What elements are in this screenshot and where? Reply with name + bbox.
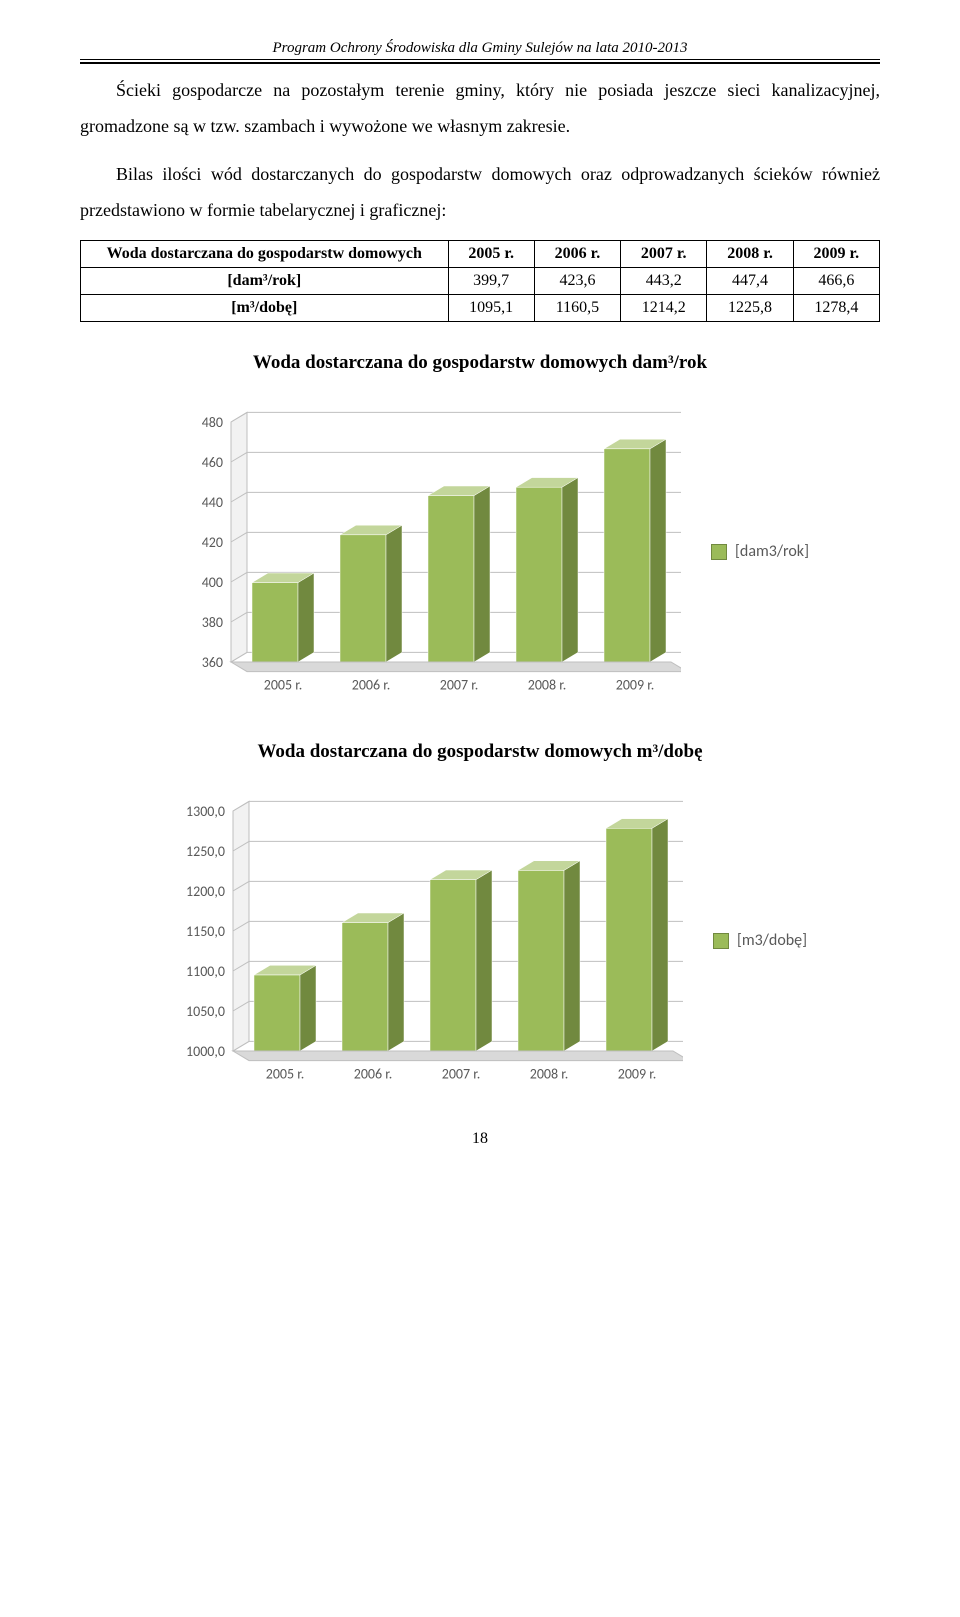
- svg-text:420: 420: [202, 534, 223, 551]
- data-table: Woda dostarczana do gospodarstw domowych…: [80, 240, 880, 322]
- col-header: Woda dostarczana do gospodarstw domowych: [81, 241, 449, 268]
- page-header: Program Ochrony Środowiska dla Gminy Sul…: [80, 40, 880, 57]
- svg-text:2006 r.: 2006 r.: [354, 1066, 393, 1083]
- svg-text:1200,0: 1200,0: [186, 883, 225, 900]
- table-cell: 447,4: [707, 268, 793, 295]
- svg-text:1000,0: 1000,0: [186, 1043, 225, 1060]
- col-header: 2005 r.: [448, 241, 534, 268]
- col-header: 2009 r.: [793, 241, 879, 268]
- table-header-row: Woda dostarczana do gospodarstw domowych…: [81, 241, 880, 268]
- col-header: 2006 r.: [534, 241, 620, 268]
- chart2: 1000,0 1050,0 1100,0 1150,0 1200,0 1250,0 1300…: [153, 781, 693, 1100]
- table-cell: 1214,2: [621, 295, 707, 322]
- table-cell: 1095,1: [448, 295, 534, 322]
- col-header: 2007 r.: [621, 241, 707, 268]
- chart1: 360 380 400 420 440 460 480 2005 r. 2006 r. 2007 …: [151, 392, 691, 711]
- chart1-legend: [dam3/rok]: [711, 542, 809, 561]
- row-label: [dam³/rok]: [81, 268, 449, 295]
- svg-text:2008 r.: 2008 r.: [528, 677, 567, 694]
- svg-text:1300,0: 1300,0: [186, 803, 225, 820]
- chart2-legend: [m3/dobę]: [713, 931, 807, 950]
- page-number: 18: [80, 1130, 880, 1148]
- table-row: [m³/dobę] 1095,1 1160,5 1214,2 1225,8 12…: [81, 295, 880, 322]
- row-label: [m³/dobę]: [81, 295, 449, 322]
- svg-text:400: 400: [202, 574, 223, 591]
- svg-text:2008 r.: 2008 r.: [530, 1066, 569, 1083]
- chart2-title: Woda dostarczana do gospodarstw domowych…: [80, 741, 880, 763]
- legend-swatch-icon: [713, 933, 729, 949]
- table-cell: 399,7: [448, 268, 534, 295]
- paragraph-2: Bilas ilości wód dostarczanych do gospod…: [80, 156, 880, 228]
- svg-text:2009 r.: 2009 r.: [618, 1066, 657, 1083]
- legend-swatch-icon: [711, 544, 727, 560]
- svg-text:380: 380: [202, 614, 223, 631]
- svg-text:2005 r.: 2005 r.: [266, 1066, 305, 1083]
- legend-label: [dam3/rok]: [735, 542, 809, 561]
- table-cell: 466,6: [793, 268, 879, 295]
- svg-text:2009 r.: 2009 r.: [616, 677, 655, 694]
- table-row: [dam³/rok] 399,7 423,6 443,2 447,4 466,6: [81, 268, 880, 295]
- svg-text:460: 460: [202, 454, 223, 471]
- table-cell: 1278,4: [793, 295, 879, 322]
- svg-text:1250,0: 1250,0: [186, 843, 225, 860]
- col-header: 2008 r.: [707, 241, 793, 268]
- svg-text:480: 480: [202, 414, 223, 431]
- legend-label: [m3/dobę]: [737, 931, 807, 950]
- chart1-title: Woda dostarczana do gospodarstw domowych…: [80, 352, 880, 374]
- svg-text:2007 r.: 2007 r.: [442, 1066, 481, 1083]
- svg-text:1100,0: 1100,0: [186, 963, 225, 980]
- svg-text:440: 440: [202, 494, 223, 511]
- table-cell: 443,2: [621, 268, 707, 295]
- svg-text:2007 r.: 2007 r.: [440, 677, 479, 694]
- table-cell: 423,6: [534, 268, 620, 295]
- svg-text:1150,0: 1150,0: [186, 923, 225, 940]
- table-cell: 1160,5: [534, 295, 620, 322]
- svg-text:360: 360: [202, 654, 223, 671]
- paragraph-1: Ścieki gospodarcze na pozostałym terenie…: [80, 72, 880, 144]
- svg-text:2006 r.: 2006 r.: [352, 677, 391, 694]
- svg-text:1050,0: 1050,0: [186, 1003, 225, 1020]
- table-cell: 1225,8: [707, 295, 793, 322]
- svg-text:2005 r.: 2005 r.: [264, 677, 303, 694]
